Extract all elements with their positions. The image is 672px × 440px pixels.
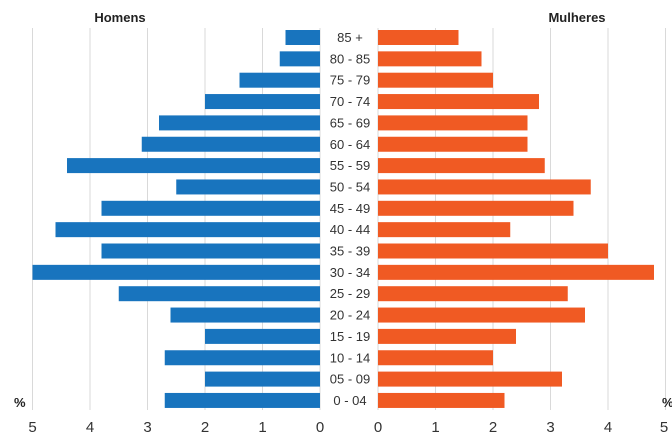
bar-men-10 (176, 179, 320, 195)
tick-right-1: 1 (431, 419, 439, 436)
bar-women-10 (378, 179, 591, 195)
age-label-14: 70 - 74 (330, 94, 370, 109)
bar-women-16 (378, 51, 482, 67)
bars (32, 30, 654, 408)
age-label-8: 40 - 44 (330, 222, 370, 237)
bar-men-2 (164, 350, 320, 366)
age-label-9: 45 - 49 (330, 201, 370, 216)
age-label-10: 50 - 54 (330, 179, 370, 194)
bar-men-13 (159, 115, 320, 131)
bar-men-5 (118, 286, 320, 302)
tick-left-0: 5 (28, 419, 36, 436)
bar-men-7 (101, 243, 320, 259)
age-label-13: 65 - 69 (330, 115, 370, 130)
age-label-11: 55 - 59 (330, 158, 370, 173)
bar-women-4 (378, 307, 585, 323)
bar-women-7 (378, 243, 608, 259)
tick-left-3: 2 (201, 419, 209, 436)
age-label-6: 30 - 34 (330, 265, 370, 280)
age-label-0: 0 - 04 (333, 393, 366, 408)
bar-men-8 (55, 222, 320, 238)
tick-right-0: 0 (374, 419, 382, 436)
axis-ticks: 5 4 3 2 1 0 0 1 2 3 4 5 (28, 419, 668, 436)
bar-women-0 (378, 392, 505, 408)
age-label-3: 15 - 19 (330, 329, 370, 344)
bar-men-15 (239, 72, 320, 88)
bar-women-2 (378, 350, 493, 366)
tick-left-5: 0 (316, 419, 324, 436)
bar-women-1 (378, 371, 562, 387)
age-label-2: 10 - 14 (330, 350, 370, 365)
age-label-12: 60 - 64 (330, 137, 370, 152)
age-labels: 0 - 04 05 - 09 10 - 14 15 - 19 20 - 24 25 - 2… (330, 30, 370, 408)
bar-women-3 (378, 328, 516, 344)
age-label-17: 85 + (337, 30, 363, 45)
age-label-15: 75 - 79 (330, 73, 370, 88)
tick-left-2: 3 (143, 419, 151, 436)
tick-right-5: 5 (660, 419, 668, 436)
bar-women-5 (378, 286, 568, 302)
grid-lines (32, 28, 666, 410)
legend-women: Mulheres (548, 10, 605, 25)
legend-men: Homens (94, 10, 145, 25)
tick-right-2: 2 (489, 419, 497, 436)
bar-women-15 (378, 72, 493, 88)
age-label-7: 35 - 39 (330, 244, 370, 259)
tick-right-4: 4 (604, 419, 612, 436)
tick-left-4: 1 (258, 419, 266, 436)
bar-women-17 (378, 30, 459, 45)
bar-women-12 (378, 136, 528, 152)
tick-left-1: 4 (86, 419, 94, 436)
bar-women-9 (378, 200, 574, 216)
bar-men-16 (279, 51, 320, 67)
bar-women-13 (378, 115, 528, 131)
age-label-1: 05 - 09 (330, 372, 370, 387)
unit-label-right: % (662, 395, 672, 410)
bar-women-11 (378, 158, 545, 174)
bar-men-9 (101, 200, 320, 216)
bar-men-11 (67, 158, 320, 174)
bar-men-17 (285, 30, 320, 45)
age-label-5: 25 - 29 (330, 286, 370, 301)
bar-men-12 (141, 136, 320, 152)
bar-men-6 (32, 264, 320, 280)
bar-men-3 (205, 328, 320, 344)
bar-men-1 (205, 371, 320, 387)
tick-right-3: 3 (546, 419, 554, 436)
age-label-16: 80 - 85 (330, 51, 370, 66)
bar-women-14 (378, 94, 539, 110)
bar-men-0 (164, 392, 320, 408)
bar-women-8 (378, 222, 511, 238)
bar-men-4 (170, 307, 320, 323)
bar-women-6 (378, 264, 654, 280)
age-label-4: 20 - 24 (330, 308, 370, 323)
bar-men-14 (205, 94, 320, 110)
unit-label-left: % (14, 395, 26, 410)
